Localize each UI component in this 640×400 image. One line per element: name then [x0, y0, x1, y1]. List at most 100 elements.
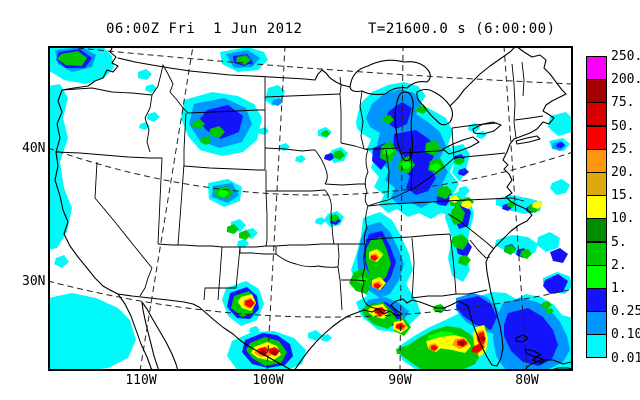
- colorbar-swatch: [586, 79, 607, 104]
- x-axis-label-100w: 100W: [252, 373, 284, 388]
- long-island: [515, 135, 541, 145]
- colorbar-value-label: 2.: [611, 257, 627, 273]
- graticule-gridlines: [48, 46, 573, 371]
- baja-gulf-of-california: [117, 293, 179, 371]
- forecast-time-title: T=21600.0 s (6:00:00): [368, 21, 556, 37]
- state-ne-ks: [265, 170, 326, 192]
- state-ne-ia-river: [314, 149, 328, 185]
- colorbar-value-label: 10.: [611, 211, 635, 227]
- map-frame: [48, 46, 573, 371]
- state-sd-ne: [264, 147, 315, 152]
- colorbar-value-label: 0.25: [611, 304, 640, 320]
- precip-red-layer: [245, 255, 485, 356]
- state-wy-box: [183, 110, 266, 171]
- colorbar-swatch: [586, 195, 607, 220]
- colorbar-swatch: [586, 218, 607, 243]
- colorbar-value-label: 0.10: [611, 327, 640, 343]
- state-42n-line: [55, 151, 162, 159]
- state-ohio-river: [367, 155, 457, 207]
- colorbar-value-label: 50.: [611, 118, 635, 134]
- state-id-mt: [151, 64, 189, 114]
- precip-brightgreen-layer: [218, 147, 468, 355]
- precip-green-layer: [57, 51, 554, 371]
- state-35n-line: [365, 233, 451, 241]
- precip-cyan-layer: [48, 46, 573, 371]
- precip-blue-layer: [56, 49, 568, 368]
- colorbar-swatch: [586, 334, 607, 359]
- state-il-in: [385, 149, 390, 199]
- colorbar-value-label: 0.01: [611, 350, 640, 366]
- colorbar-value-label: 75.: [611, 95, 635, 111]
- state-wi-il: [364, 147, 398, 150]
- state-tn-nc-sc: [447, 213, 495, 250]
- state-az-nm: [217, 246, 223, 301]
- gridline-50n: [52, 46, 573, 85]
- gridline-40n: [48, 147, 573, 196]
- state-ms-al: [411, 237, 415, 299]
- lake-michigan: [394, 91, 414, 162]
- colorbar-swatch: [586, 102, 607, 127]
- st-lawrence-canada: [449, 46, 517, 107]
- gridline-100w: [266, 46, 286, 371]
- east-coast: [293, 46, 567, 371]
- state-mississippi-river: [361, 149, 393, 313]
- state-mi-south: [401, 149, 445, 154]
- precip-yellow-layer: [238, 195, 543, 361]
- state-nd-sd: [264, 93, 341, 98]
- state-wa-or-id: [61, 87, 153, 153]
- state-37n-line: [157, 243, 338, 248]
- lake-huron: [416, 88, 454, 126]
- colorbar-swatch: [586, 148, 607, 173]
- colorbar-value-label: 5.: [611, 234, 627, 250]
- state-in-oh: [409, 147, 413, 191]
- y-axis-label-40n: 40N: [22, 141, 46, 156]
- map-canvas: [48, 46, 573, 371]
- bahamas-islands: [515, 334, 546, 364]
- gridline-80w: [503, 46, 528, 371]
- y-axis-label-30n: 30N: [22, 274, 46, 289]
- state-mo-ks-river: [324, 189, 335, 245]
- state-nv-ut: [157, 157, 163, 245]
- state-borders: [55, 61, 544, 313]
- state-va-nc: [445, 197, 525, 202]
- colorbar-value-label: 200.: [611, 72, 640, 88]
- state-pa-ny: [451, 122, 506, 159]
- state-ut-co: [177, 163, 185, 246]
- state-co-ks: [265, 190, 268, 247]
- lake-erie: [442, 136, 480, 155]
- lake-superior: [349, 59, 431, 96]
- x-axis-label-110w: 110W: [125, 373, 157, 388]
- state-ia-mo: [324, 183, 366, 186]
- lake-ontario: [472, 121, 502, 135]
- colorbar-swatch: [586, 311, 607, 336]
- colorbar-swatch: [586, 288, 607, 312]
- state-new-england: [511, 61, 544, 139]
- state-nd-mn: [339, 76, 342, 143]
- colorbar-swatch: [586, 56, 607, 80]
- x-axis-label-90w: 90W: [388, 373, 412, 388]
- state-ky-tn: [367, 200, 447, 207]
- precipitation-map: [48, 46, 573, 371]
- precip-orange-layer: [243, 253, 486, 357]
- state-tx-ar-la: [337, 266, 343, 311]
- colorbar-swatch: [586, 241, 607, 266]
- valid-time-title: 06:00Z Fri 1 Jun 2012: [106, 21, 303, 37]
- colorbar-value-label: 20.: [611, 165, 635, 180]
- coastlines-and-borders: [54, 46, 573, 371]
- colorbar-value-label: 15.: [611, 188, 635, 204]
- colorbar-value-label: 1.: [611, 281, 627, 296]
- colorbar-swatch: [586, 125, 607, 150]
- state-mn-wi: [359, 90, 365, 150]
- colorbar: [586, 56, 607, 359]
- state-sc-ga: [469, 239, 491, 259]
- colorbar-swatch: [586, 172, 607, 196]
- state-al-ga: [449, 233, 457, 295]
- x-axis-label-80w: 80W: [515, 373, 539, 388]
- state-ar-la: [341, 279, 367, 282]
- state-tx-nm: [203, 246, 241, 301]
- state-ca-nv: [94, 161, 153, 297]
- gridline-110w: [139, 46, 194, 371]
- state-red-river: [275, 253, 339, 268]
- colorbar-value-label: 25.: [611, 141, 635, 157]
- state-ok-ar: [337, 243, 340, 268]
